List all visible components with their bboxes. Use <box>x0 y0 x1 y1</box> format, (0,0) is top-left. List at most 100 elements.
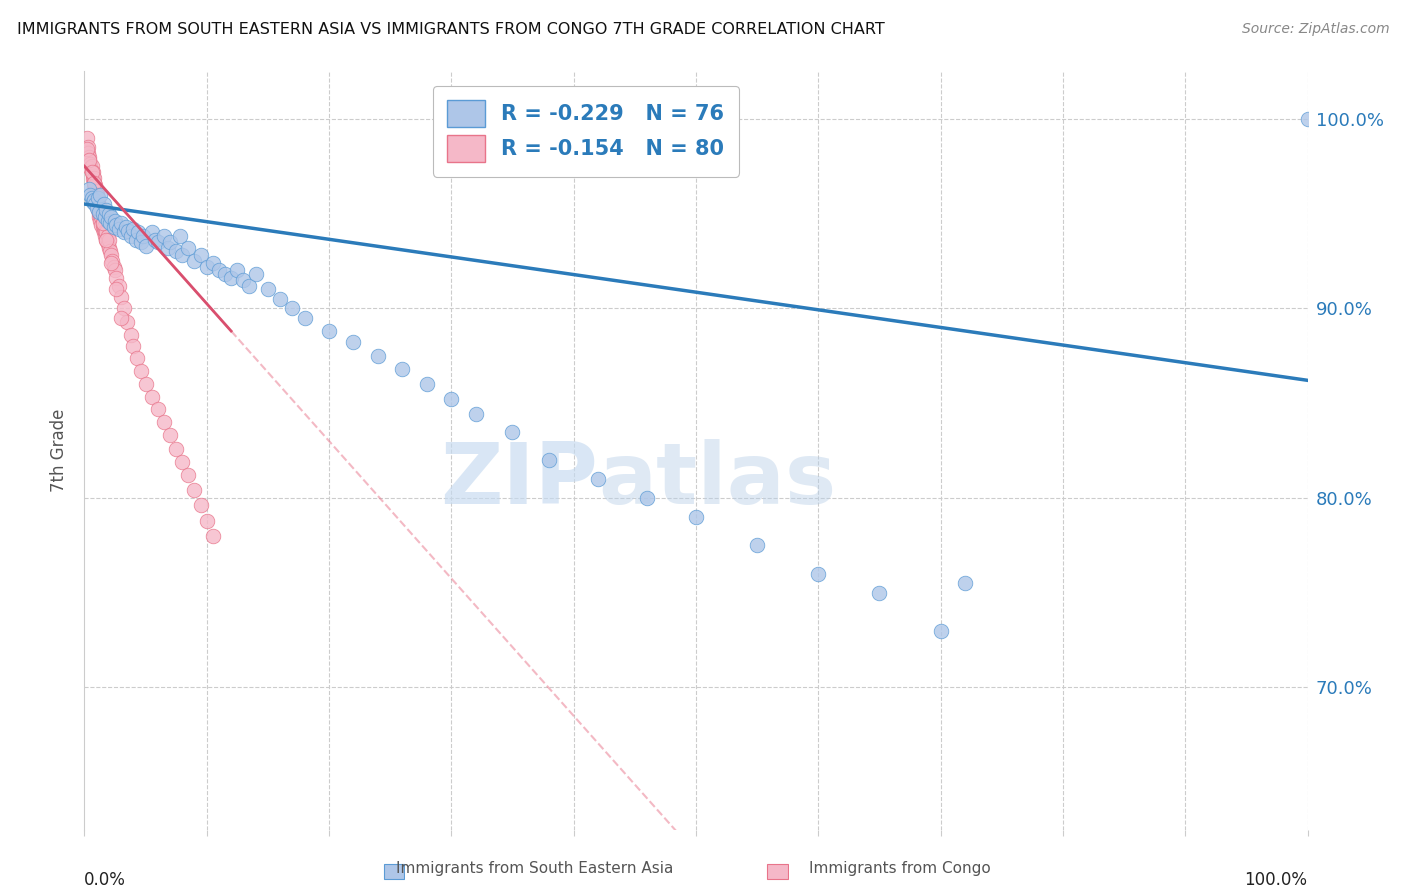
Point <box>89 187 111 202</box>
Bar <box>768 863 787 880</box>
Point <box>98 216 121 230</box>
Point <box>636 491 658 505</box>
Point <box>195 260 218 274</box>
Point <box>82 169 104 183</box>
Point <box>77 182 100 196</box>
Point <box>87 199 110 213</box>
Point <box>104 263 127 277</box>
Point <box>112 226 135 240</box>
Point <box>105 271 128 285</box>
Point <box>96 226 118 240</box>
Point <box>97 214 120 228</box>
Point <box>110 216 132 230</box>
Point <box>86 191 108 205</box>
Point <box>172 248 194 262</box>
Point <box>82 195 104 210</box>
Point <box>87 199 110 213</box>
Point <box>90 218 112 232</box>
Point <box>83 176 105 190</box>
Point <box>143 233 166 247</box>
Point <box>93 226 115 240</box>
Point <box>929 624 952 638</box>
Point <box>83 193 105 207</box>
Point <box>146 235 169 249</box>
Point <box>76 130 98 145</box>
Point <box>318 324 340 338</box>
Point <box>172 455 194 469</box>
Point <box>367 349 389 363</box>
Point <box>103 219 125 234</box>
Point <box>201 529 224 543</box>
Text: 0.0%: 0.0% <box>84 871 127 889</box>
Point <box>82 172 104 186</box>
Point <box>77 153 100 168</box>
Point <box>93 219 115 234</box>
Point <box>190 248 212 262</box>
Point <box>83 180 105 194</box>
Point <box>807 566 830 581</box>
Point <box>685 509 707 524</box>
Point <box>87 202 110 217</box>
Point <box>183 483 205 498</box>
Point <box>91 206 114 220</box>
Text: 100.0%: 100.0% <box>1244 871 1308 889</box>
Point <box>132 229 155 244</box>
Point <box>190 499 212 513</box>
Point <box>226 263 249 277</box>
Point <box>87 206 110 220</box>
Point <box>238 278 260 293</box>
Point <box>125 351 148 365</box>
Point <box>80 165 103 179</box>
Point <box>79 187 101 202</box>
Point <box>87 204 110 219</box>
Point <box>94 223 117 237</box>
Point <box>96 233 118 247</box>
Text: Immigrants from Congo: Immigrants from Congo <box>808 861 991 876</box>
Point <box>440 392 463 407</box>
Point <box>869 585 891 599</box>
Point <box>89 214 111 228</box>
Point <box>115 314 138 328</box>
Point <box>96 202 118 217</box>
Point <box>245 267 267 281</box>
Y-axis label: 7th Grade: 7th Grade <box>51 409 69 492</box>
Point <box>177 468 200 483</box>
Point <box>87 211 110 225</box>
Point <box>77 153 100 168</box>
Point <box>84 178 107 192</box>
Point <box>80 165 103 179</box>
Point <box>169 229 191 244</box>
Point <box>97 229 120 244</box>
Point <box>165 244 187 259</box>
Point <box>257 282 280 296</box>
Point <box>104 214 127 228</box>
Point <box>90 211 112 225</box>
Point <box>391 362 413 376</box>
Point <box>342 335 364 350</box>
Point <box>79 161 101 175</box>
Point <box>93 197 115 211</box>
Point <box>87 191 110 205</box>
Point <box>105 218 128 232</box>
Point <box>91 216 114 230</box>
Point <box>97 206 120 220</box>
Point <box>115 219 138 234</box>
Point <box>281 301 304 316</box>
Point <box>84 184 107 198</box>
Point <box>91 216 114 230</box>
Point <box>94 229 117 244</box>
Point <box>129 364 152 378</box>
Point <box>97 241 120 255</box>
Text: Source: ZipAtlas.com: Source: ZipAtlas.com <box>1241 22 1389 37</box>
Point <box>201 256 224 270</box>
Bar <box>384 863 404 880</box>
Point <box>101 253 124 268</box>
Point <box>83 170 105 185</box>
Point <box>159 428 181 442</box>
Point <box>107 221 129 235</box>
Point <box>82 165 104 179</box>
Legend: R = -0.229   N = 76, R = -0.154   N = 80: R = -0.229 N = 76, R = -0.154 N = 80 <box>433 86 740 177</box>
Point <box>83 176 105 190</box>
Point <box>86 195 108 210</box>
Point <box>177 241 200 255</box>
